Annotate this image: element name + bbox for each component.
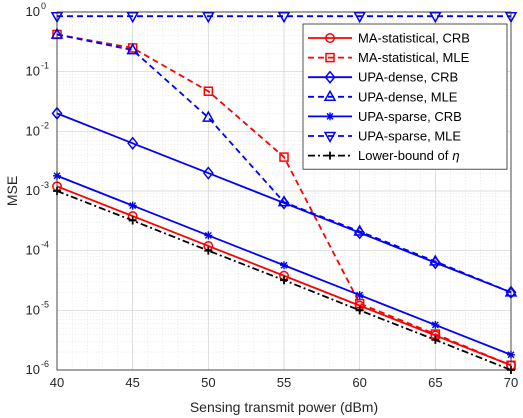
y-tick-exponent: -4 [41, 240, 49, 250]
legend-item: Lower-bound of η [308, 148, 460, 163]
y-tick-label: 10 [26, 183, 40, 198]
marker-triangle-up [202, 110, 215, 122]
legend-item: MA-statistical, MLE [308, 50, 470, 65]
marker-triangle-up [353, 224, 366, 236]
marker-diamond [127, 136, 139, 150]
series-line [56, 33, 512, 294]
marker-plus [355, 306, 364, 315]
legend-label: MA-statistical, MLE [358, 50, 470, 65]
marker-diamond [202, 166, 214, 180]
marker-square [203, 86, 214, 96]
marker-asterisk [280, 261, 288, 270]
y-tick-label: 10 [26, 362, 40, 377]
y-tick-exponent: -6 [41, 359, 49, 369]
y-tick-label: 10 [26, 243, 40, 258]
marker-triangle-down [353, 11, 366, 24]
marker-triangle-down [429, 11, 442, 24]
x-tick-label: 50 [201, 375, 215, 390]
legend-label: MA-statistical, CRB [358, 31, 470, 46]
marker-asterisk [326, 112, 334, 121]
series-4 [50, 27, 518, 297]
y-tick-label: 10 [26, 302, 40, 317]
x-tick-label: 55 [277, 375, 291, 390]
marker-triangle-down [323, 131, 337, 144]
marker-triangle-up [429, 254, 442, 266]
series-lines [50, 11, 518, 374]
marker-plus [128, 216, 137, 225]
series-line [56, 33, 512, 367]
y-tick-exponent: -2 [41, 120, 49, 130]
x-tick-label: 60 [352, 375, 366, 390]
series-7 [53, 187, 515, 374]
marker-plus [204, 246, 213, 255]
marker-square [325, 52, 335, 63]
marker-triangle-down [202, 11, 215, 24]
marker-triangle-up [126, 43, 139, 55]
y-tick-exponent: -1 [41, 61, 49, 71]
marker-diamond [324, 70, 336, 84]
x-tick-label: 40 [50, 375, 64, 390]
legend-label: Lower-bound of η [358, 148, 460, 163]
legend-item: UPA-sparse, MLE [308, 129, 461, 144]
plot-frame [56, 11, 512, 371]
y-axis-label: MSE [4, 176, 20, 206]
y-tick-exponent: 0 [41, 1, 46, 11]
marker-asterisk [204, 231, 213, 240]
y-tick-label: 10 [26, 4, 40, 19]
y-tick-exponent: -5 [41, 299, 49, 309]
legend-item: UPA-sparse, CRB [308, 109, 462, 124]
marker-triangle-down [126, 11, 139, 24]
legend-item: UPA-dense, MLE [308, 89, 458, 104]
legend-label: UPA-dense, MLE [358, 89, 458, 104]
y-tick-exponent: -3 [41, 180, 49, 190]
x-axis-label: Sensing transmit power (dBm) [190, 399, 378, 415]
marker-asterisk [128, 201, 137, 210]
marker-plus [326, 151, 334, 160]
legend-item: MA-statistical, CRB [308, 31, 470, 46]
axis-ticks: 40 45 50 55 60 65 7010-610-510-410-310-210-110… [26, 1, 519, 390]
legend-label: UPA-sparse, CRB [358, 109, 462, 124]
marker-triangle-up [277, 195, 291, 207]
legend-box [302, 23, 508, 170]
y-tick-label: 10 [26, 123, 40, 138]
legend: MA-statistical, CRB MA-statistical, MLE UP… [302, 23, 508, 170]
marker-circle [325, 33, 335, 43]
legend-label: UPA-sparse, MLE [358, 129, 461, 144]
series-line [56, 185, 512, 367]
marker-plus [431, 335, 440, 344]
legend-item: UPA-dense, CRB [308, 70, 458, 85]
marker-plus [280, 276, 288, 285]
marker-triangle-up [323, 89, 337, 102]
marker-triangle-down [277, 11, 291, 24]
y-tick-label: 10 [26, 64, 40, 79]
marker-asterisk [355, 291, 364, 300]
x-tick-label: 45 [125, 375, 139, 390]
legend-label: UPA-dense, CRB [358, 70, 458, 85]
marker-square [279, 152, 289, 162]
x-tick-label: 70 [504, 375, 518, 390]
marker-asterisk [431, 320, 440, 329]
x-tick-label: 65 [428, 375, 442, 390]
